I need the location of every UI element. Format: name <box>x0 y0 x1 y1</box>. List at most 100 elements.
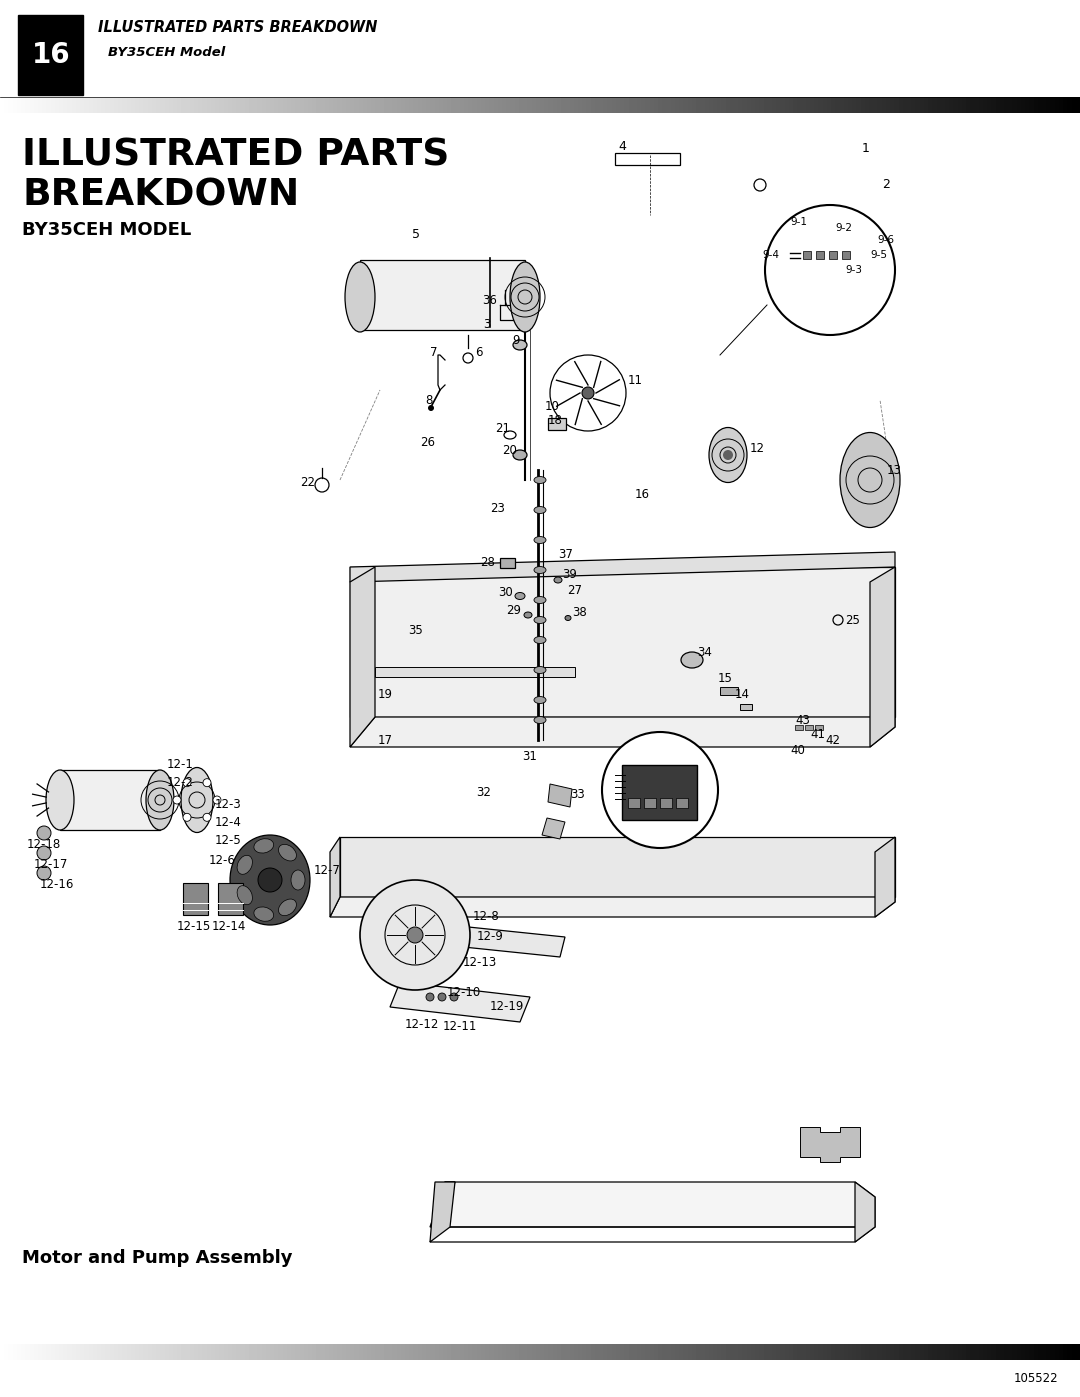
Polygon shape <box>542 819 565 840</box>
Text: 2: 2 <box>882 179 890 191</box>
Ellipse shape <box>515 592 525 599</box>
Text: 9-3: 9-3 <box>845 265 862 275</box>
Text: 7: 7 <box>430 346 437 359</box>
Text: ILLUSTRATED PARTS BREAKDOWN: ILLUSTRATED PARTS BREAKDOWN <box>98 20 377 35</box>
Ellipse shape <box>238 886 253 905</box>
Text: 39: 39 <box>562 569 577 581</box>
Text: 3: 3 <box>483 319 490 331</box>
Ellipse shape <box>238 855 253 875</box>
Circle shape <box>213 796 221 805</box>
Text: 12: 12 <box>750 441 765 454</box>
Text: 25: 25 <box>845 613 860 626</box>
Text: 105522: 105522 <box>1013 1372 1058 1384</box>
Bar <box>644 798 656 807</box>
Text: 14: 14 <box>735 689 750 701</box>
Ellipse shape <box>534 666 546 673</box>
Text: 41: 41 <box>810 728 825 742</box>
Circle shape <box>765 205 895 335</box>
Text: 9-1: 9-1 <box>789 217 807 226</box>
Text: 9: 9 <box>512 334 519 346</box>
Ellipse shape <box>291 870 305 890</box>
Text: 11: 11 <box>627 373 643 387</box>
Text: 34: 34 <box>697 647 712 659</box>
Ellipse shape <box>534 536 546 543</box>
Ellipse shape <box>513 450 527 460</box>
Polygon shape <box>430 1182 455 1242</box>
Text: 20: 20 <box>502 443 517 457</box>
Text: 12-3: 12-3 <box>215 799 242 812</box>
Text: ILLUSTRATED PARTS: ILLUSTRATED PARTS <box>22 137 449 173</box>
Ellipse shape <box>254 838 273 854</box>
Circle shape <box>203 813 211 821</box>
Bar <box>720 687 738 694</box>
Text: 32: 32 <box>476 787 491 799</box>
Text: 15: 15 <box>718 672 733 685</box>
Text: 21: 21 <box>495 422 510 434</box>
Bar <box>842 251 850 258</box>
Ellipse shape <box>534 567 546 574</box>
Text: 1: 1 <box>862 141 869 155</box>
Ellipse shape <box>534 476 546 483</box>
Text: 30: 30 <box>498 585 513 598</box>
Text: 9-6: 9-6 <box>877 235 894 244</box>
Text: 6: 6 <box>475 345 483 359</box>
Polygon shape <box>870 567 895 747</box>
Bar <box>622 766 697 820</box>
Text: 12-17: 12-17 <box>33 859 68 872</box>
Ellipse shape <box>840 433 900 528</box>
Ellipse shape <box>146 770 174 830</box>
Polygon shape <box>875 837 895 916</box>
Polygon shape <box>440 1182 875 1227</box>
Polygon shape <box>855 1182 875 1242</box>
Circle shape <box>602 732 718 848</box>
Circle shape <box>360 880 470 990</box>
Text: 26: 26 <box>420 436 435 450</box>
Ellipse shape <box>254 907 273 921</box>
Polygon shape <box>390 982 530 1023</box>
Text: 12-15: 12-15 <box>177 921 212 933</box>
Text: BY35CEH Model: BY35CEH Model <box>108 46 226 59</box>
Text: BREAKDOWN: BREAKDOWN <box>22 177 299 214</box>
Text: 36: 36 <box>482 293 497 306</box>
Text: 37: 37 <box>558 549 572 562</box>
Circle shape <box>438 993 446 1002</box>
Polygon shape <box>430 1182 455 1227</box>
Text: 23: 23 <box>490 502 504 514</box>
Bar <box>660 798 672 807</box>
Text: 5: 5 <box>411 229 420 242</box>
Text: 9-4: 9-4 <box>762 250 779 260</box>
Text: 12-4: 12-4 <box>215 816 242 830</box>
Text: 12-9: 12-9 <box>477 930 504 943</box>
Bar <box>740 704 752 710</box>
Text: 12-8: 12-8 <box>473 911 500 923</box>
Circle shape <box>723 450 733 460</box>
Bar <box>804 251 811 258</box>
Ellipse shape <box>230 835 310 925</box>
Polygon shape <box>350 552 895 583</box>
Text: 12-14: 12-14 <box>212 921 246 933</box>
Text: 12-6: 12-6 <box>210 855 235 868</box>
Text: 35: 35 <box>408 623 422 637</box>
Circle shape <box>426 993 434 1002</box>
Text: 13: 13 <box>887 464 902 476</box>
Text: 12-7: 12-7 <box>314 863 341 876</box>
Ellipse shape <box>279 900 296 915</box>
Text: 12-11: 12-11 <box>443 1020 477 1034</box>
Text: 12-5: 12-5 <box>215 834 242 848</box>
Bar <box>60 770 160 830</box>
Text: 12-16: 12-16 <box>40 879 75 891</box>
Bar <box>218 883 243 915</box>
Ellipse shape <box>279 844 296 861</box>
Text: 40: 40 <box>789 743 805 757</box>
Text: 42: 42 <box>825 733 840 746</box>
Text: 18: 18 <box>548 414 563 426</box>
Circle shape <box>407 928 423 943</box>
Bar <box>500 557 515 569</box>
Ellipse shape <box>534 697 546 704</box>
Text: BY35CEH MODEL: BY35CEH MODEL <box>22 221 191 239</box>
Bar <box>676 798 688 807</box>
Ellipse shape <box>534 597 546 604</box>
Ellipse shape <box>681 652 703 668</box>
Text: 9-5: 9-5 <box>870 250 887 260</box>
Ellipse shape <box>554 577 562 583</box>
